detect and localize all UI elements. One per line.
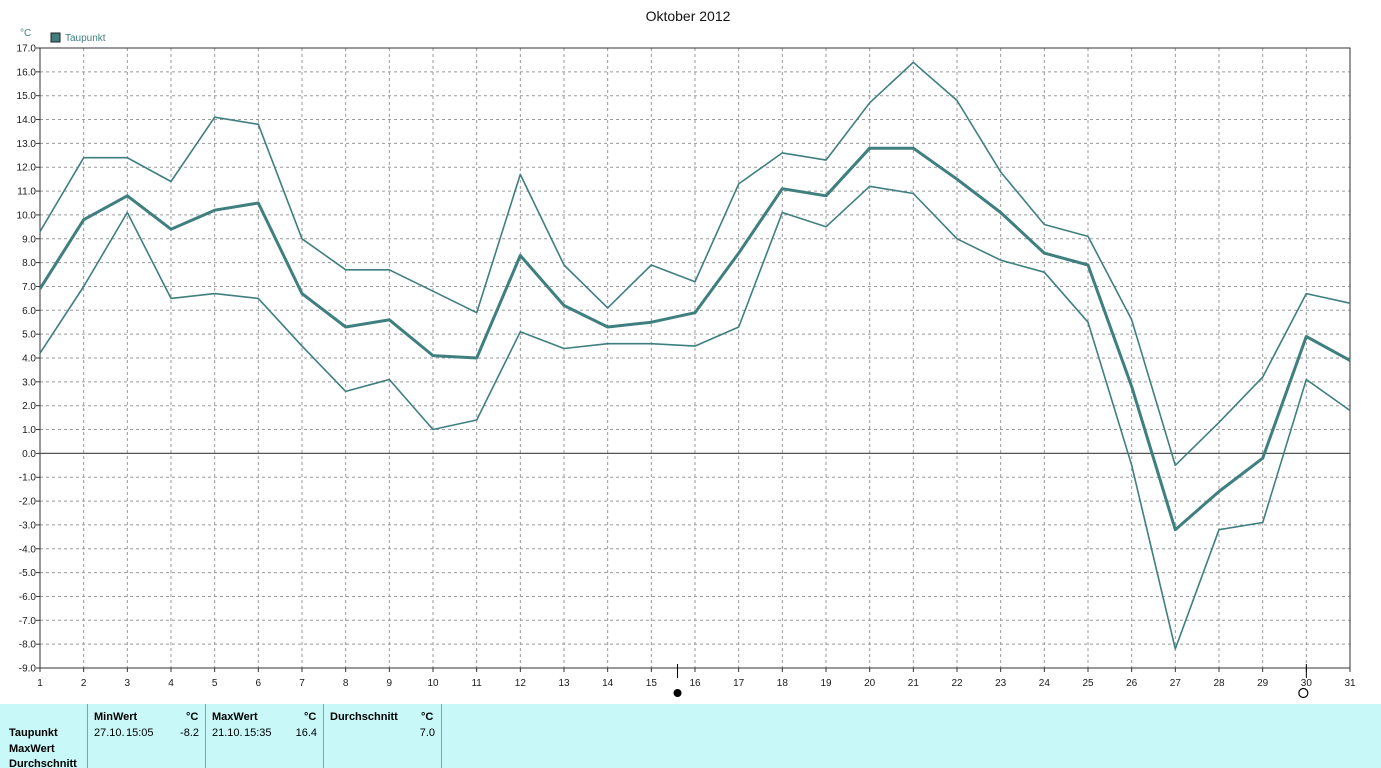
- y-tick-label: 13.0: [17, 139, 37, 150]
- x-tick-label: 22: [951, 678, 963, 689]
- x-tick-label: 18: [777, 678, 789, 689]
- series-line-max: [39, 61, 1351, 467]
- y-tick-label: -7.0: [19, 616, 37, 627]
- stats-panel: Taupunkt MaxWert Durchschnitt MinWert °C…: [0, 704, 1381, 768]
- x-tick-label: 21: [908, 678, 920, 689]
- x-tick-label: 27: [1170, 678, 1182, 689]
- min-date: 27.10.: [94, 727, 125, 739]
- y-tick-label: -2.0: [19, 497, 37, 508]
- min-value: -8.2: [180, 727, 199, 739]
- y-tick-label: 17.0: [17, 44, 37, 55]
- y-tick-label: -3.0: [19, 520, 37, 531]
- y-tick-label: 11.0: [17, 187, 36, 198]
- y-tick-label: 14.0: [17, 115, 37, 126]
- column-divider: [205, 704, 206, 768]
- series-line-mean: [38, 146, 1351, 532]
- x-tick-label: 13: [558, 678, 570, 689]
- x-tick-label: 4: [168, 678, 174, 689]
- y-tick-label: 2.0: [22, 401, 36, 412]
- y-tick-label: 1.0: [22, 425, 36, 436]
- x-tick-label: 7: [299, 678, 305, 689]
- y-tick-label: 12.0: [17, 163, 37, 174]
- y-tick-label: 10.0: [17, 210, 37, 221]
- series: [38, 61, 1351, 650]
- open-circle-marker: [1298, 687, 1309, 699]
- stats-row-label: Durchschnitt: [9, 758, 77, 768]
- y-tick-label: 5.0: [22, 330, 36, 341]
- y-tick-label: 3.0: [22, 377, 36, 388]
- avg-value: 7.0: [419, 727, 435, 739]
- x-tick-label: 12: [515, 678, 527, 689]
- y-tick-label: 0.0: [22, 449, 36, 460]
- stats-row-label: MaxWert: [9, 743, 55, 755]
- x-tick-label: 29: [1257, 678, 1269, 689]
- x-tick-label: 17: [733, 678, 745, 689]
- x-tick-label: 2: [81, 678, 87, 689]
- avg-unit: °C: [421, 711, 434, 723]
- max-header: MaxWert: [212, 711, 258, 723]
- max-date: 21.10.: [212, 727, 243, 739]
- y-tick-label: -8.0: [19, 640, 37, 651]
- series-line-min: [39, 185, 1351, 650]
- column-divider: [441, 704, 442, 768]
- filled-circle-marker: [673, 689, 682, 697]
- y-tick-label: -6.0: [19, 592, 37, 603]
- plot-frame: [39, 47, 1351, 669]
- y-tick-label: 8.0: [22, 258, 36, 269]
- legend-swatch: [50, 32, 61, 43]
- markers: [673, 664, 1309, 699]
- x-tick-label: 30: [1301, 678, 1313, 689]
- x-tick-label: 26: [1126, 678, 1138, 689]
- max-value: 16.4: [295, 727, 317, 739]
- chart: Oktober 2012 °C Taupunkt 17.016.015.014.…: [17, 8, 1356, 699]
- chart-title: Oktober 2012: [646, 8, 731, 24]
- y-tick-label: 16.0: [17, 67, 37, 78]
- y-tick-label: -9.0: [19, 664, 37, 675]
- y-tick-label: 7.0: [22, 282, 36, 293]
- y-tick-label: -4.0: [19, 544, 37, 555]
- x-tick-label: 23: [995, 678, 1007, 689]
- x-tick-label: 20: [864, 678, 876, 689]
- column-divider: [87, 704, 88, 768]
- y-tick-label: 4.0: [22, 354, 36, 365]
- x-tick-label: 9: [387, 678, 393, 689]
- x-tick-label: 3: [125, 678, 131, 689]
- x-tick-label: 5: [212, 678, 218, 689]
- x-tick-label: 24: [1039, 678, 1051, 689]
- grid: [40, 48, 1350, 668]
- min-header: MinWert: [94, 711, 138, 723]
- x-tick-label: 15: [646, 678, 658, 689]
- y-tick-label: 6.0: [22, 306, 36, 317]
- max-unit: °C: [304, 711, 317, 723]
- y-tick-label: -5.0: [19, 568, 37, 579]
- x-tick-label: 16: [689, 678, 701, 689]
- x-tick-label: 28: [1213, 678, 1225, 689]
- x-tick-label: 8: [343, 678, 349, 689]
- x-tick-label: 11: [471, 678, 482, 689]
- min-unit: °C: [186, 711, 199, 723]
- y-tick-label: 9.0: [22, 234, 36, 245]
- column-divider: [323, 704, 324, 768]
- y-axis-unit: °C: [20, 28, 31, 39]
- x-tick-label: 25: [1082, 678, 1094, 689]
- x-tick-label: 19: [820, 678, 832, 689]
- x-tick-label: 10: [427, 678, 439, 689]
- x-tick-label: 14: [602, 678, 614, 689]
- x-tick-label: 31: [1344, 678, 1356, 689]
- x-tick-label: 1: [37, 678, 43, 689]
- tick-labels: 17.016.015.014.013.012.011.010.09.08.07.…: [17, 44, 1356, 690]
- axes: [36, 47, 1351, 672]
- min-time: 15:05: [126, 727, 154, 739]
- y-tick-label: -1.0: [19, 473, 37, 484]
- y-tick-label: 15.0: [17, 91, 37, 102]
- max-time: 15:35: [244, 727, 272, 739]
- stats-row-label: Taupunkt: [9, 727, 58, 739]
- legend-entry: Taupunkt: [65, 33, 106, 44]
- x-tick-label: 6: [256, 678, 262, 689]
- avg-header: Durchschnitt: [330, 711, 398, 723]
